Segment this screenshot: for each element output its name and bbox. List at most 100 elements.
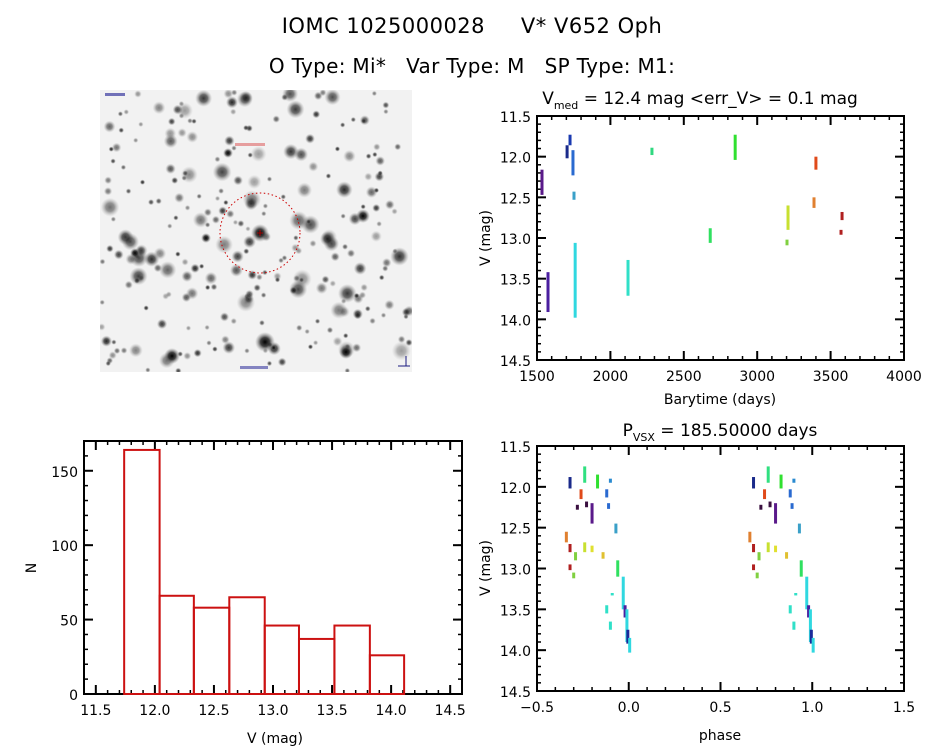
histogram-bar xyxy=(368,654,406,696)
star xyxy=(373,143,381,151)
star-name: V* V652 Oph xyxy=(520,14,663,38)
phase-point-cluster-repeat xyxy=(752,477,756,489)
star xyxy=(369,317,376,325)
star xyxy=(346,249,356,258)
x-tick-label: 1.5 xyxy=(893,700,915,716)
phase-curve-plot: PVSX = 185.50000 days −0.5 0.0 0.5 1.0 1.5 11… xyxy=(478,421,915,744)
star xyxy=(277,357,287,367)
phase-point-cluster-repeat xyxy=(752,564,756,571)
star xyxy=(219,312,230,322)
star xyxy=(293,235,299,241)
bright-star xyxy=(339,345,353,359)
star xyxy=(134,90,142,98)
star xyxy=(173,215,179,221)
phase-point-cluster xyxy=(621,576,625,610)
phase-point-cluster xyxy=(583,466,587,483)
x-tick-label: 2500 xyxy=(666,369,702,385)
phase-point-cluster xyxy=(564,531,568,543)
star xyxy=(108,351,117,360)
plot-frame xyxy=(536,445,905,692)
star xyxy=(187,118,193,124)
x-tick-label: 1.0 xyxy=(801,700,823,716)
light-curve-title: Vmed = 12.4 mag <err_V> = 0.1 mag xyxy=(542,89,858,112)
phase-point-cluster-repeat xyxy=(794,593,798,596)
star xyxy=(266,176,273,182)
x-tick-label: 12.0 xyxy=(139,703,170,719)
star xyxy=(163,134,178,149)
chart-title-main: IOMC 1025000028 V* V652 Oph xyxy=(0,14,944,38)
phase-point-cluster xyxy=(601,552,605,559)
star xyxy=(124,280,133,290)
star xyxy=(289,211,309,231)
phase-point-cluster xyxy=(574,552,578,561)
star xyxy=(294,147,309,162)
x-tick-label: 2000 xyxy=(593,369,629,385)
star xyxy=(401,307,411,317)
star xyxy=(204,324,210,331)
star xyxy=(382,101,390,109)
histogram-bar xyxy=(158,594,195,696)
star xyxy=(110,216,117,222)
star xyxy=(352,343,362,353)
star xyxy=(145,367,151,372)
star xyxy=(232,219,239,226)
phase-point-cluster xyxy=(610,593,614,596)
histogram-bar xyxy=(228,596,266,695)
star xyxy=(100,323,106,331)
histogram-bar xyxy=(263,624,300,696)
phase-curve-ylabel: V (mag) xyxy=(478,540,494,596)
star xyxy=(237,220,245,228)
orientation-arrows xyxy=(398,356,410,367)
data-point-cluster xyxy=(785,239,789,246)
data-point-cluster xyxy=(626,259,630,296)
star xyxy=(100,335,113,347)
y-tick-label: 13.5 xyxy=(500,273,531,289)
phase-curve-title: PVSX = 185.50000 days xyxy=(623,421,818,444)
scale-label xyxy=(240,366,268,369)
histogram-bar xyxy=(333,624,371,696)
star xyxy=(394,143,402,151)
star xyxy=(204,271,218,285)
star xyxy=(286,100,305,119)
star xyxy=(273,272,282,281)
star xyxy=(253,284,261,292)
histogram-bar xyxy=(123,448,161,695)
star xyxy=(118,127,125,134)
bright-star xyxy=(255,332,275,352)
data-point-cluster xyxy=(814,156,818,170)
star xyxy=(262,203,269,209)
star xyxy=(183,351,192,361)
star xyxy=(245,289,254,299)
star xyxy=(184,204,191,211)
star xyxy=(384,299,395,311)
star xyxy=(223,199,229,206)
object-type: O Type: Mi* xyxy=(268,54,387,78)
data-point-cluster xyxy=(733,134,737,160)
star xyxy=(260,292,267,299)
phase-point-cluster xyxy=(590,545,594,553)
star xyxy=(105,360,112,367)
star xyxy=(162,292,170,300)
chart-subtitle: O Type: Mi* Var Type: M SP Type: M1: xyxy=(0,54,944,78)
star xyxy=(177,128,187,138)
star xyxy=(312,340,319,346)
star xyxy=(245,226,251,232)
x-tick-label: 0.0 xyxy=(618,700,640,716)
star xyxy=(191,118,197,125)
phase-point-cluster-repeat xyxy=(779,474,783,489)
star xyxy=(326,326,334,334)
star xyxy=(185,325,192,331)
star xyxy=(175,251,181,257)
star xyxy=(378,274,385,281)
target-crosshair xyxy=(257,230,263,236)
star xyxy=(250,145,267,163)
data-point-cluster xyxy=(840,211,844,221)
star xyxy=(167,223,173,229)
phase-point-cluster xyxy=(590,503,594,524)
star xyxy=(382,265,389,272)
phase-point-cluster-repeat xyxy=(774,545,778,553)
star xyxy=(319,231,336,247)
star-id: IOMC 1025000028 xyxy=(281,14,486,38)
star xyxy=(266,360,273,367)
